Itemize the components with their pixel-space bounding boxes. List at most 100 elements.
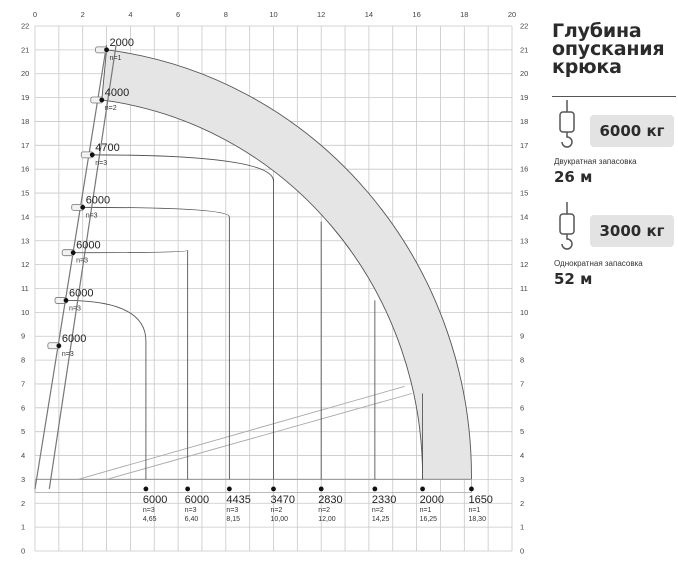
boom-point-load: 6000 bbox=[76, 240, 100, 252]
bottom-point-rigging: n=1 bbox=[420, 507, 432, 514]
rigging-label-double: Двукратная запасовка bbox=[554, 157, 637, 166]
y-tick-right: 5 bbox=[520, 427, 524, 436]
y-tick-right: 0 bbox=[520, 547, 524, 556]
y-tick-left: 9 bbox=[21, 332, 25, 341]
y-tick-left: 19 bbox=[21, 93, 29, 102]
bottom-point bbox=[318, 486, 324, 492]
y-tick-left: 10 bbox=[21, 308, 29, 317]
bottom-point-reach: 12,00 bbox=[318, 516, 336, 523]
boom-point bbox=[63, 298, 69, 303]
bottom-point-rigging: n=2 bbox=[318, 507, 330, 514]
y-tick-right: 1 bbox=[520, 523, 524, 532]
y-tick-right: 14 bbox=[520, 212, 528, 221]
x-tick-top: 10 bbox=[269, 10, 277, 19]
boom-point-load: 4700 bbox=[95, 142, 119, 154]
y-tick-right: 20 bbox=[520, 69, 528, 78]
x-tick-top: 2 bbox=[81, 10, 85, 19]
bottom-point bbox=[185, 486, 191, 492]
x-tick-top: 18 bbox=[460, 10, 468, 19]
load-badge-double: 6000 кг bbox=[590, 115, 674, 147]
title-line-3: крюка bbox=[552, 56, 622, 78]
boom-point-rigging: n=3 bbox=[95, 160, 107, 167]
boom-point-load: 6000 bbox=[86, 194, 110, 206]
reach-curve bbox=[73, 249, 189, 254]
bottom-point-load: 6000 bbox=[143, 494, 167, 506]
y-tick-left: 1 bbox=[21, 523, 25, 532]
boom-point bbox=[104, 47, 109, 53]
boom-point-rigging: n=1 bbox=[110, 55, 122, 62]
boom-point-load: 2000 bbox=[110, 37, 134, 49]
y-tick-left: 6 bbox=[21, 403, 25, 412]
y-tick-left: 13 bbox=[21, 236, 29, 245]
bottom-point bbox=[143, 486, 149, 492]
info-panel: Глубина опускания крюка 6000 кг Двукратн… bbox=[548, 0, 678, 562]
lower-boom-edge bbox=[106, 393, 412, 480]
boom-point-rigging: n=3 bbox=[86, 212, 98, 219]
y-tick-right: 7 bbox=[520, 379, 524, 388]
y-tick-right: 6 bbox=[520, 403, 524, 412]
bottom-point-load: 3470 bbox=[271, 494, 295, 506]
y-tick-left: 16 bbox=[21, 165, 29, 174]
y-tick-left: 0 bbox=[21, 547, 25, 556]
y-tick-right: 17 bbox=[520, 141, 528, 150]
base-platform bbox=[34, 479, 472, 493]
y-tick-right: 4 bbox=[520, 451, 524, 460]
bottom-point-load: 2000 bbox=[420, 494, 444, 506]
y-tick-right: 15 bbox=[520, 189, 528, 198]
bottom-point-load: 2830 bbox=[318, 494, 342, 506]
bottom-point-reach: 16,25 bbox=[420, 516, 438, 523]
y-tick-left: 5 bbox=[21, 427, 25, 436]
y-tick-right: 19 bbox=[520, 93, 528, 102]
bottom-point-rigging: n=1 bbox=[468, 507, 480, 514]
bottom-point-rigging: n=2 bbox=[271, 507, 283, 514]
boom-point bbox=[89, 152, 95, 158]
bottom-point bbox=[372, 486, 378, 492]
bottom-point bbox=[469, 486, 474, 492]
bottom-point-load: 1650 bbox=[468, 494, 492, 506]
x-tick-top: 14 bbox=[365, 10, 373, 19]
x-tick-top: 16 bbox=[412, 10, 420, 19]
x-tick-top: 8 bbox=[224, 10, 228, 19]
y-tick-left: 8 bbox=[21, 356, 25, 365]
y-tick-right: 9 bbox=[520, 332, 524, 341]
boom-point-load: 6000 bbox=[69, 287, 93, 299]
boom-point-rigging: n=3 bbox=[62, 351, 74, 358]
bottom-point-load: 4435 bbox=[226, 494, 250, 506]
x-tick-top: 20 bbox=[508, 10, 516, 19]
y-tick-left: 7 bbox=[21, 379, 25, 388]
x-tick-top: 6 bbox=[176, 10, 180, 19]
boom-point-rigging: n=3 bbox=[76, 258, 88, 265]
x-tick-top: 12 bbox=[317, 10, 325, 19]
y-tick-right: 3 bbox=[520, 475, 524, 484]
boom-edge bbox=[34, 44, 108, 490]
y-tick-left: 4 bbox=[21, 451, 25, 460]
bottom-point-reach: 4,65 bbox=[143, 516, 157, 523]
title-line-1: Глубина bbox=[552, 20, 642, 42]
bottom-point-load: 2330 bbox=[372, 494, 396, 506]
y-tick-right: 21 bbox=[520, 45, 528, 54]
boom-point bbox=[56, 343, 62, 349]
boom-point bbox=[80, 204, 86, 210]
y-tick-left: 14 bbox=[21, 212, 29, 221]
y-tick-right: 2 bbox=[520, 499, 524, 508]
y-tick-right: 18 bbox=[520, 117, 528, 126]
depth-value-double: 26 м bbox=[554, 168, 593, 186]
x-tick-top: 0 bbox=[33, 10, 37, 19]
hook-icon bbox=[554, 202, 580, 254]
bottom-point-reach: 18,30 bbox=[468, 516, 486, 523]
boom-point-rigging: n=3 bbox=[69, 305, 81, 312]
reach-curve bbox=[66, 299, 147, 342]
boom-point-rigging: n=2 bbox=[105, 105, 117, 112]
bottom-point-reach: 14,25 bbox=[372, 516, 390, 523]
bottom-point-rigging: n=3 bbox=[143, 507, 155, 514]
bottom-point-reach: 10,00 bbox=[271, 516, 289, 523]
x-tick-top: 4 bbox=[128, 10, 132, 19]
bottom-point-load: 6000 bbox=[185, 494, 209, 506]
reach-curve bbox=[92, 154, 274, 182]
rigging-label-single: Однократная запасовка bbox=[554, 259, 643, 268]
panel-title: Глубина опускания крюка bbox=[552, 20, 676, 78]
y-tick-left: 17 bbox=[21, 141, 29, 150]
y-tick-right: 11 bbox=[520, 284, 528, 293]
y-tick-left: 18 bbox=[21, 117, 29, 126]
y-tick-right: 12 bbox=[520, 260, 528, 269]
